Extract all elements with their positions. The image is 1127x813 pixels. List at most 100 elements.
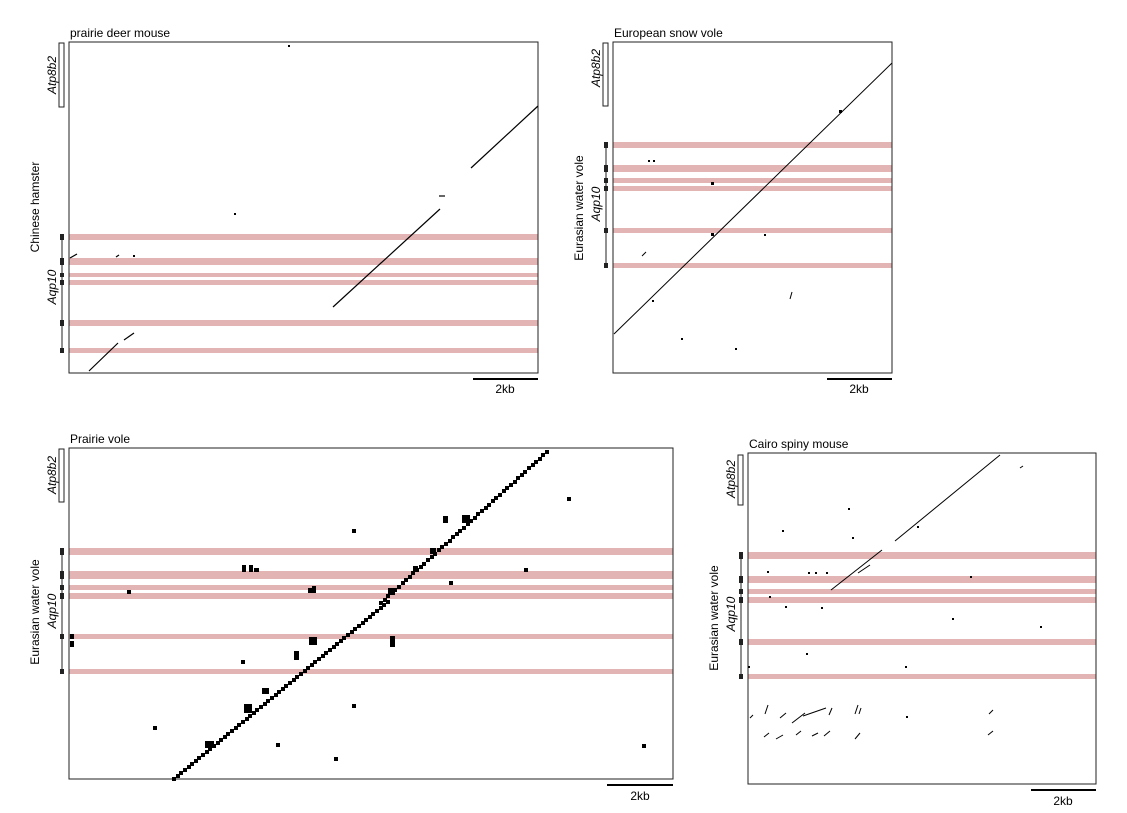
alignment-dot bbox=[767, 571, 769, 573]
alignment-dot bbox=[197, 756, 201, 760]
exon-band bbox=[748, 589, 1096, 594]
alignment-dot bbox=[172, 777, 176, 781]
alignment-segment bbox=[88, 342, 119, 372]
exon-band bbox=[748, 639, 1096, 645]
gene-label-atp8b2: Atp8b2 bbox=[724, 460, 738, 499]
alignment-dot bbox=[241, 720, 245, 724]
alignment-dot bbox=[230, 729, 234, 733]
alignment-dot bbox=[397, 585, 401, 589]
alignment-dot bbox=[281, 687, 285, 691]
alignment-dot bbox=[284, 684, 288, 688]
alignment-dot bbox=[70, 641, 74, 647]
gene-label-atp8b2: Atp8b2 bbox=[45, 456, 59, 495]
alignment-segment bbox=[123, 332, 135, 341]
alignment-dot bbox=[386, 594, 390, 598]
gene-label-aqp10: Aqp10 bbox=[724, 596, 738, 632]
alignment-dot bbox=[379, 601, 383, 605]
alignment-segment bbox=[779, 712, 787, 719]
alignment-dot bbox=[313, 660, 317, 664]
alignment-dots bbox=[172, 450, 549, 781]
gene-label-atp8b2: Atp8b2 bbox=[589, 49, 603, 88]
exon-marker bbox=[60, 273, 64, 277]
atp8b2-gene-box bbox=[602, 42, 609, 107]
alignment-dot bbox=[299, 672, 303, 676]
alignment-dots-small bbox=[648, 110, 842, 350]
alignment-segment bbox=[764, 704, 769, 715]
alignment-dot bbox=[309, 637, 317, 645]
exon-band bbox=[748, 674, 1096, 679]
gene-track: Atp8b2 Aqp10 Eurasian water vole bbox=[572, 42, 609, 268]
exon-markers bbox=[739, 552, 743, 679]
alignment-dot bbox=[516, 476, 520, 480]
alignment-dot bbox=[413, 566, 418, 571]
atp8b2-gene-box bbox=[58, 42, 65, 108]
alignment-dot bbox=[469, 519, 473, 523]
exon-band bbox=[613, 228, 892, 233]
alignment-dot bbox=[430, 548, 436, 554]
exon-band bbox=[69, 593, 673, 599]
alignment-dot bbox=[368, 615, 372, 619]
alignment-dot bbox=[375, 609, 379, 613]
alignment-dot bbox=[527, 466, 531, 470]
alignment-dot bbox=[357, 624, 361, 628]
exon-marker bbox=[604, 228, 608, 233]
exon-markers bbox=[60, 548, 64, 674]
alignment-dot bbox=[288, 45, 290, 47]
alignment-dot bbox=[334, 757, 338, 761]
alignment-dot bbox=[642, 744, 646, 748]
alignment-dot bbox=[388, 588, 395, 595]
alignment-dot bbox=[244, 704, 252, 713]
plot-frame bbox=[68, 41, 539, 374]
exon-band bbox=[69, 669, 673, 674]
alignment-dot bbox=[480, 509, 484, 513]
alignment-segment bbox=[823, 730, 831, 737]
alignment-dot bbox=[276, 743, 280, 747]
exon-marker bbox=[60, 234, 64, 240]
exon-band bbox=[613, 263, 892, 268]
gene-track: Atp8b2 Aqp10 Eurasian water vole bbox=[707, 454, 744, 679]
alignment-segment bbox=[791, 712, 806, 724]
panel-title: European snow vole bbox=[614, 26, 723, 40]
alignment-segment bbox=[332, 208, 441, 308]
exon-marker bbox=[60, 348, 64, 353]
exon-band bbox=[69, 348, 538, 353]
alignment-dot bbox=[764, 234, 766, 236]
alignment-dot bbox=[274, 693, 278, 697]
alignment-dot bbox=[653, 160, 655, 162]
panel-title: prairie deer mouse bbox=[70, 26, 170, 40]
alignment-dot bbox=[266, 699, 270, 703]
alignment-dot bbox=[494, 496, 498, 500]
alignment-dot bbox=[484, 506, 488, 510]
alignment-dot bbox=[308, 588, 312, 593]
alignment-dot bbox=[711, 182, 714, 185]
alignment-dot bbox=[906, 716, 908, 718]
alignment-segment bbox=[1019, 465, 1024, 469]
alignment-segment bbox=[987, 730, 994, 736]
alignment-dot bbox=[419, 565, 423, 569]
alignment-dot bbox=[444, 542, 448, 546]
alignment-dot bbox=[249, 565, 253, 572]
alignment-dot bbox=[321, 654, 325, 658]
alignment-dot bbox=[785, 606, 787, 608]
panel-prairie-vole: Prairie vole bbox=[28, 432, 674, 803]
exon-band bbox=[748, 576, 1096, 583]
alignment-dot bbox=[711, 233, 714, 236]
y-species-label: Eurasian water vole bbox=[572, 155, 586, 261]
alignment-dot bbox=[252, 711, 256, 715]
alignment-dot bbox=[430, 555, 434, 559]
exon-band bbox=[69, 320, 538, 326]
alignment-dots bbox=[69, 105, 539, 372]
alignment-dot bbox=[567, 497, 571, 501]
alignment-segment bbox=[858, 707, 862, 715]
alignment-dot bbox=[259, 705, 263, 709]
alignment-dot bbox=[328, 648, 332, 652]
alignment-dot bbox=[808, 572, 810, 574]
exon-bands bbox=[69, 548, 673, 674]
alignment-dot bbox=[386, 600, 390, 604]
alignment-dot bbox=[520, 473, 524, 477]
alignment-dot bbox=[312, 586, 316, 593]
alignment-dot bbox=[335, 642, 339, 646]
alignment-dot bbox=[295, 675, 299, 679]
alignment-dot bbox=[404, 578, 408, 582]
y-species-label: Eurasian water vole bbox=[707, 565, 721, 671]
